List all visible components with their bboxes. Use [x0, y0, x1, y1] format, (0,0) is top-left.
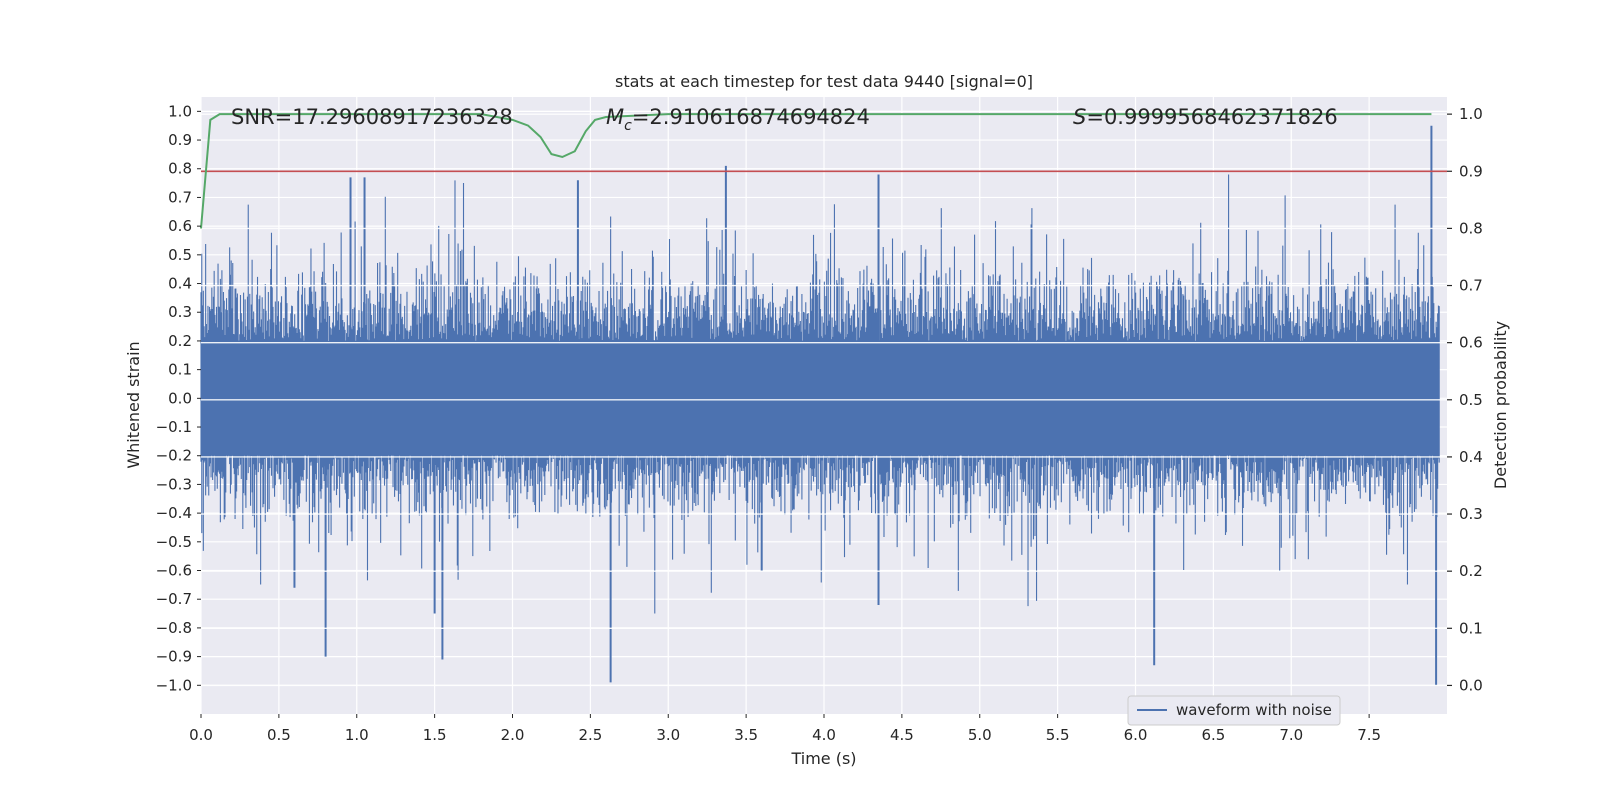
y-tick-label: −0.5	[156, 533, 192, 551]
y-tick-label: 0.2	[168, 332, 192, 350]
x-tick-label: 1.0	[345, 726, 369, 744]
y-tick-label: 0.4	[168, 275, 192, 293]
y-tick-label: 0.6	[168, 217, 192, 235]
x-tick-label: 2.0	[501, 726, 525, 744]
legend-label: waveform with noise	[1176, 701, 1332, 719]
y-tick-label: −0.9	[156, 648, 192, 666]
waveform-series	[200, 125, 1440, 686]
y-tick-label: −0.4	[156, 504, 192, 522]
y-axis-label: Whitened strain	[124, 341, 143, 468]
y-tick-label: 0.8	[168, 160, 192, 178]
x-tick-label: 6.0	[1124, 726, 1148, 744]
y2-tick-label: 0.3	[1459, 505, 1483, 523]
s-value: =0.9999568462371826	[1086, 105, 1337, 129]
chart-title: stats at each timestep for test data 944…	[615, 72, 1033, 91]
snr-annotation: SNR=17.29608917236328	[231, 105, 513, 129]
s-symbol: S	[1073, 105, 1086, 129]
x-tick-label: 7.5	[1357, 726, 1381, 744]
x-tick-label: 0.0	[189, 726, 213, 744]
x-tick-label: 3.5	[734, 726, 758, 744]
x-tick-label: 6.5	[1201, 726, 1225, 744]
y2-tick-label: 0.1	[1459, 619, 1483, 637]
x-axis-label: Time (s)	[790, 749, 856, 768]
y-tick-label: −0.1	[156, 418, 192, 436]
x-tick-label: 7.0	[1279, 726, 1303, 744]
y-tick-label: −0.2	[156, 447, 192, 465]
y2-tick-label: 0.4	[1459, 448, 1483, 466]
y-tick-label: 0.7	[168, 188, 192, 206]
x-tick-label: 5.0	[968, 726, 992, 744]
y-tick-label: −0.8	[156, 619, 192, 637]
x-tick-label: 5.5	[1046, 726, 1070, 744]
y-tick-label: 0.0	[168, 389, 192, 407]
chirp-mass-annotation: Mc=2.910616874694824	[606, 105, 870, 134]
y2-tick-label: 0.9	[1459, 162, 1483, 180]
x-axis-ticks: 0.0 0.5 1.0 1.5 2.0 2.5 3.0 3.5 4.0 4.5 5.0 5.5 6.0 6…	[189, 714, 1381, 744]
y-tick-label: 1.0	[168, 102, 192, 120]
y-tick-label: 0.5	[168, 246, 192, 264]
x-tick-label: 1.5	[423, 726, 447, 744]
probability-line	[200, 113, 1432, 229]
y2-tick-label: 0.6	[1459, 334, 1483, 352]
y-tick-label: 0.9	[168, 131, 192, 149]
y2-tick-label: 0.0	[1459, 676, 1483, 694]
x-tick-label: 2.5	[578, 726, 602, 744]
y-tick-label: −0.7	[156, 590, 192, 608]
y2-axis-ticks: 1.0 0.9 0.8 0.7 0.6 0.5 0.4 0.3 0.2 0.1 0.0	[1447, 105, 1483, 694]
x-tick-label: 4.5	[890, 726, 914, 744]
y2-tick-label: 0.7	[1459, 277, 1483, 295]
y-tick-label: 0.3	[168, 303, 192, 321]
y2-axis-label: Detection probability	[1491, 321, 1510, 489]
y2-tick-label: 1.0	[1459, 105, 1483, 123]
snr-statistic-annotation: S=0.9999568462371826	[1073, 105, 1338, 129]
x-tick-label: 4.0	[812, 726, 836, 744]
y-axis-ticks: 1.0 0.9 0.8 0.7 0.6 0.5 0.4 0.3 0.2 0.1 0.0 −0.1 −0.…	[156, 102, 201, 694]
chirp-mass-symbol: M	[606, 105, 624, 129]
chirp-mass-value: =2.910616874694824	[632, 105, 870, 129]
y-tick-label: −0.6	[156, 562, 192, 580]
legend-box	[1127, 695, 1341, 726]
y-tick-label: −0.3	[156, 475, 192, 493]
probability-series	[200, 113, 1432, 229]
waveform-core	[201, 349, 1440, 456]
y-tick-label: −1.0	[156, 676, 192, 694]
legend: waveform with noise	[1127, 695, 1341, 726]
y2-tick-label: 0.2	[1459, 562, 1483, 580]
x-tick-label: 0.5	[267, 726, 291, 744]
x-tick-label: 3.0	[656, 726, 680, 744]
y2-tick-label: 0.5	[1459, 391, 1483, 409]
y2-tick-label: 0.8	[1459, 219, 1483, 237]
y-tick-label: 0.1	[168, 361, 192, 379]
chirp-mass-subscript: c	[624, 118, 632, 134]
